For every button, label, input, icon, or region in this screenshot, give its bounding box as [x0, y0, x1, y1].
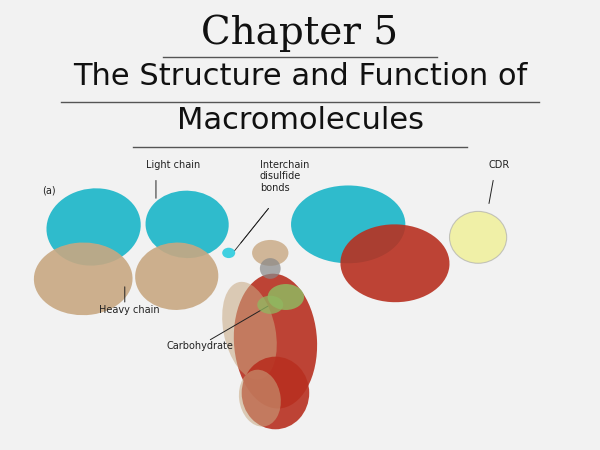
Text: Light chain: Light chain: [146, 160, 200, 170]
Ellipse shape: [449, 212, 506, 263]
Ellipse shape: [242, 357, 309, 429]
Ellipse shape: [234, 274, 317, 409]
Ellipse shape: [252, 240, 289, 266]
Text: Carbohydrate: Carbohydrate: [166, 341, 233, 351]
Ellipse shape: [222, 282, 277, 380]
Ellipse shape: [46, 188, 141, 266]
Ellipse shape: [260, 258, 281, 279]
Text: CDR: CDR: [488, 160, 510, 170]
Ellipse shape: [340, 225, 449, 302]
Text: Interchain
disulfide
bonds: Interchain disulfide bonds: [260, 160, 309, 193]
Ellipse shape: [239, 370, 281, 427]
Ellipse shape: [268, 284, 304, 310]
Ellipse shape: [291, 185, 406, 263]
Text: Chapter 5: Chapter 5: [202, 15, 398, 52]
Text: Heavy chain: Heavy chain: [99, 305, 160, 315]
Ellipse shape: [135, 243, 218, 310]
Ellipse shape: [146, 191, 229, 258]
Ellipse shape: [34, 243, 133, 315]
Text: The Structure and Function of: The Structure and Function of: [73, 62, 527, 91]
Text: (a): (a): [41, 185, 55, 195]
Text: Macromolecules: Macromolecules: [176, 107, 424, 135]
Ellipse shape: [222, 248, 235, 258]
Ellipse shape: [257, 296, 283, 314]
